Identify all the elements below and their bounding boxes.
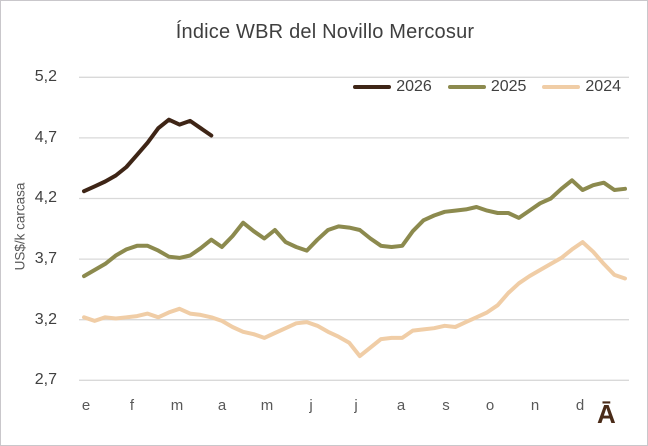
legend-swatch-2024 xyxy=(542,85,581,89)
legend-label-2024: 2024 xyxy=(585,78,621,95)
legend-label-2025: 2025 xyxy=(490,78,527,95)
y-tick-label: 5,2 xyxy=(34,68,57,85)
x-tick-label: m xyxy=(170,397,184,414)
x-tick-label: o xyxy=(485,397,495,414)
legend-item-2026: 2026 xyxy=(353,78,432,96)
y-tick-label: 2,7 xyxy=(34,371,57,388)
chart-title: Índice WBR del Novillo Mercosur xyxy=(175,21,475,43)
legend-swatch-2026 xyxy=(353,85,392,89)
x-tick-label: m xyxy=(260,397,274,414)
x-tick-label: d xyxy=(575,397,585,414)
y-tick-label: 3,2 xyxy=(34,311,57,328)
series-line-2025 xyxy=(82,178,627,279)
brand-mark: Ā xyxy=(597,399,616,429)
series-line-2024 xyxy=(82,240,627,359)
x-tick-label: n xyxy=(530,397,540,414)
x-tick-label: j xyxy=(309,397,313,414)
y-tick-label: 4,2 xyxy=(34,189,57,206)
legend: 2026 2025 2024 xyxy=(319,78,621,96)
legend-swatch-2025 xyxy=(447,85,486,89)
x-tick-label: j xyxy=(354,397,358,414)
y-tick-label: 4,7 xyxy=(34,129,57,146)
x-tick-label: e xyxy=(81,397,91,414)
legend-item-2024: 2024 xyxy=(542,78,621,96)
x-tick-label: a xyxy=(217,397,227,414)
x-tick-label: a xyxy=(396,397,406,414)
x-tick-label: s xyxy=(442,397,450,414)
y-tick-label: 3,7 xyxy=(34,250,57,267)
x-tick-label: f xyxy=(129,397,135,414)
series-line-2026 xyxy=(82,117,214,194)
legend-label-2026: 2026 xyxy=(396,78,432,95)
legend-item-2025: 2025 xyxy=(447,78,527,96)
